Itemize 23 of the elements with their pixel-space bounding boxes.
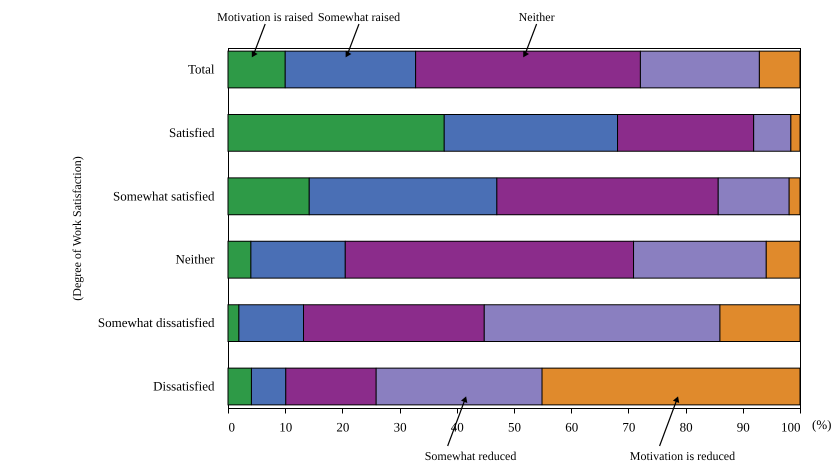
x-tick-label: 50 bbox=[508, 420, 521, 434]
y-tick-label: Somewhat satisfied bbox=[113, 188, 215, 204]
x-tick-label: 0 bbox=[228, 420, 235, 434]
text: Motivation is raised bbox=[217, 10, 314, 24]
x-tick-label: 100 bbox=[781, 420, 800, 434]
text: Somewhat raised bbox=[318, 10, 400, 24]
y-axis-title: (Degree of Work Satisfaction) bbox=[70, 156, 84, 301]
x-tick-label: 80 bbox=[680, 420, 693, 434]
text: Motivation is reduced bbox=[630, 449, 736, 463]
y-tick-label: Dissatisfied bbox=[153, 378, 215, 394]
x-tick-label: 70 bbox=[622, 420, 636, 434]
y-tick-label: Satisfied bbox=[169, 124, 215, 140]
x-tick-label: 30 bbox=[394, 420, 407, 434]
y-tick-label: Somewhat dissatisfied bbox=[98, 315, 215, 330]
x-tick-label: 60 bbox=[565, 420, 578, 434]
y-tick-label: Neither bbox=[176, 252, 216, 267]
x-axis-title: (%) bbox=[812, 417, 832, 432]
text: Somewhat reduced bbox=[424, 449, 516, 463]
x-tick-label: 10 bbox=[279, 420, 292, 434]
x-tick-label: 90 bbox=[736, 420, 750, 434]
y-tick-label: Total bbox=[188, 62, 215, 77]
text: Neither bbox=[518, 10, 555, 24]
x-tick-label: 20 bbox=[336, 420, 350, 434]
